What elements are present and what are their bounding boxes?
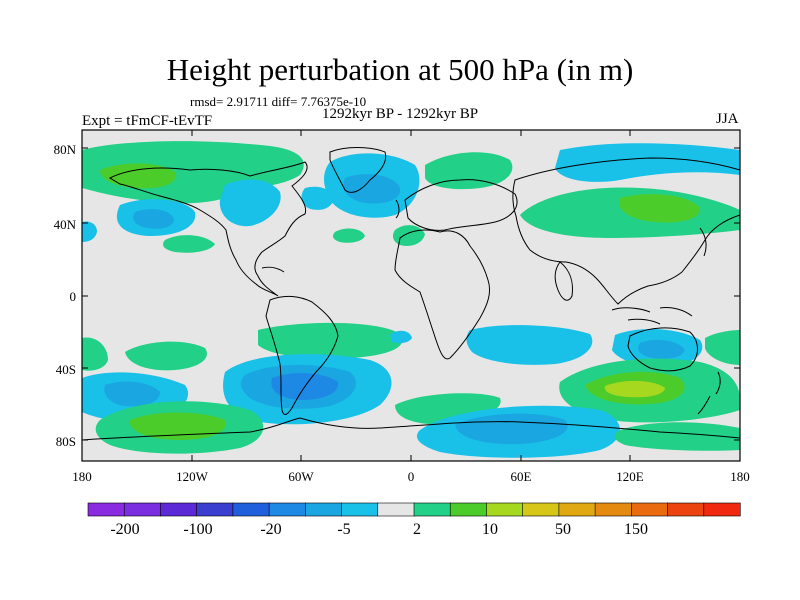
colorbar-swatch bbox=[594, 502, 632, 517]
colorbar-swatch bbox=[123, 502, 162, 517]
season-label: JJA bbox=[716, 111, 739, 127]
sh-contours bbox=[82, 322, 740, 458]
lat-label-40s: 40S bbox=[56, 362, 76, 377]
lon-label-60e: 60E bbox=[511, 469, 532, 484]
colorbar-swatch bbox=[522, 502, 560, 517]
map-title: Height perturbation at 500 hPa (in m) bbox=[166, 52, 634, 87]
period-label: 1292kyr BP - 1292kyr BP bbox=[322, 106, 479, 122]
colorbar-swatch bbox=[341, 502, 379, 517]
lat-label-eq: 0 bbox=[70, 289, 77, 304]
colorbar-swatch bbox=[486, 502, 524, 517]
colorbar bbox=[87, 502, 741, 517]
colorbar-swatch bbox=[160, 502, 198, 517]
colorbar-label: 10 bbox=[482, 521, 498, 538]
lat-label-80n: 80N bbox=[54, 142, 77, 157]
colorbar-swatch bbox=[449, 502, 488, 517]
colorbar-swatch bbox=[413, 502, 451, 517]
colorbar-swatch bbox=[268, 502, 306, 517]
lat-label-80s: 80S bbox=[56, 434, 76, 449]
colorbar-label: 150 bbox=[624, 521, 648, 538]
coastlines bbox=[82, 147, 740, 441]
contour-map bbox=[82, 130, 740, 461]
colorbar-swatch bbox=[667, 502, 705, 517]
colorbar-swatch bbox=[377, 502, 415, 517]
lat-label-40n: 40N bbox=[54, 217, 77, 232]
lon-label-60w: 60W bbox=[288, 469, 314, 484]
colorbar-swatch bbox=[196, 502, 234, 517]
lon-label-180e: 180 bbox=[730, 469, 750, 484]
colorbar-label: -20 bbox=[260, 521, 281, 538]
axis-ticks bbox=[81, 130, 741, 461]
rmsd-diff-stats: rmsd= 2.91711 diff= 7.76375e-10 bbox=[190, 94, 367, 109]
colorbar-swatch bbox=[232, 502, 270, 517]
colorbar-swatch bbox=[703, 502, 741, 517]
colorbar-label: 50 bbox=[555, 521, 571, 538]
colorbar-label: -100 bbox=[183, 521, 212, 538]
experiment-label: Expt = tFmCF-tEvTF bbox=[82, 113, 213, 129]
colorbar-label: -200 bbox=[110, 521, 139, 538]
colorbar-label: -5 bbox=[337, 521, 350, 538]
lon-label-0: 0 bbox=[408, 469, 415, 484]
colorbar-swatch bbox=[305, 502, 343, 517]
colorbar-swatch bbox=[558, 502, 596, 517]
colorbar-swatch bbox=[631, 502, 669, 517]
lon-label-180w: 180 bbox=[72, 469, 92, 484]
colorbar-swatch bbox=[87, 502, 125, 517]
colorbar-labels: -200 -100 -20 -5 2 10 50 150 bbox=[110, 521, 648, 538]
nh-contours bbox=[82, 141, 740, 253]
colorbar-label: 2 bbox=[413, 521, 421, 538]
lon-label-120w: 120W bbox=[176, 469, 209, 484]
lon-label-120e: 120E bbox=[616, 469, 644, 484]
